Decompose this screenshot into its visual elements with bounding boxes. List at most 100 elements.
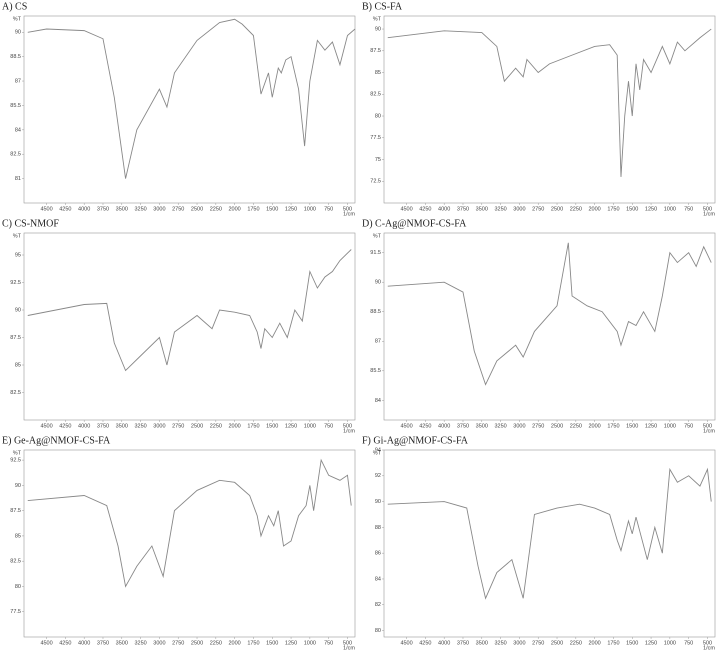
x-tick-label: 2500: [551, 206, 563, 212]
x-tick-label: 1250: [285, 206, 297, 212]
x-tick-label: 750: [684, 423, 693, 429]
x-tick-label: 4250: [419, 206, 431, 212]
y-axis-label: %T: [13, 450, 22, 456]
panel-title: E) Ge-Ag@NMOF-CS-FA: [2, 435, 111, 446]
plot-frame: [383, 449, 716, 638]
spectrum-line: [27, 458, 352, 588]
x-axis-label: 1/cm: [703, 645, 715, 651]
y-tick-label: 82.5: [10, 390, 21, 396]
x-tick-label: 4500: [400, 206, 412, 212]
y-tick-label: 82.5: [370, 92, 381, 98]
x-tick-label: 500: [703, 423, 712, 429]
x-tick-label: 2500: [551, 423, 563, 429]
y-tick-label: 87.5: [10, 335, 21, 341]
x-tick-label: 2000: [589, 423, 601, 429]
x-tick-label: 1750: [607, 423, 619, 429]
x-tick-label: 1750: [247, 423, 259, 429]
y-tick-label: 75: [375, 157, 381, 163]
x-tick-label: 3500: [116, 640, 128, 646]
x-tick-label: 750: [684, 206, 693, 212]
x-tick-label: 1750: [607, 640, 619, 646]
x-tick-label: 3000: [153, 423, 165, 429]
x-tick-label: 3500: [476, 423, 488, 429]
x-tick-label: 3250: [494, 206, 506, 212]
y-tick-label: 92.5: [10, 458, 21, 464]
x-tick-label: 1750: [607, 206, 619, 212]
y-tick-label: 94: [375, 447, 381, 453]
x-tick-label: 2750: [172, 640, 184, 646]
x-axis-label: 1/cm: [703, 211, 715, 217]
x-tick-label: 2750: [172, 206, 184, 212]
y-tick-label: 84: [375, 576, 381, 582]
x-tick-label: 3250: [134, 206, 146, 212]
x-tick-label: 1500: [266, 640, 278, 646]
x-tick-label: 4500: [400, 423, 412, 429]
plot-frame: [383, 232, 716, 421]
spectrum-line: [387, 28, 712, 177]
x-tick-label: 3500: [476, 640, 488, 646]
panel-title: A) CS: [2, 1, 27, 12]
x-tick-label: 1000: [664, 640, 676, 646]
x-tick-label: 500: [703, 640, 712, 646]
y-tick-label: 85: [375, 70, 381, 76]
x-tick-label: 2500: [191, 640, 203, 646]
x-tick-label: 4000: [78, 640, 90, 646]
x-tick-label: 4250: [59, 206, 71, 212]
x-tick-label: 1250: [645, 423, 657, 429]
x-tick-label: 2000: [229, 423, 241, 429]
plot-frame: [383, 15, 716, 204]
y-tick-label: 81: [15, 176, 21, 182]
x-tick-label: 3500: [476, 206, 488, 212]
x-tick-label: 4500: [40, 640, 52, 646]
x-tick-label: 4250: [419, 640, 431, 646]
x-tick-label: 3750: [97, 206, 109, 212]
x-tick-label: 3750: [457, 423, 469, 429]
x-axis-label: 1/cm: [703, 428, 715, 434]
x-tick-label: 3500: [116, 206, 128, 212]
y-tick-label: 91.5: [370, 250, 381, 256]
y-axis-label: %T: [13, 233, 22, 239]
x-tick-label: 1500: [266, 423, 278, 429]
spectrum-line: [387, 467, 712, 600]
plot-frame: [23, 449, 356, 638]
x-tick-label: 2250: [570, 423, 582, 429]
x-tick-label: 1250: [645, 640, 657, 646]
y-tick-label: 92.5: [10, 280, 21, 286]
x-tick-label: 500: [343, 206, 352, 212]
x-tick-label: 2000: [589, 640, 601, 646]
y-tick-label: 82.5: [10, 559, 21, 565]
y-tick-label: 85.5: [10, 103, 21, 109]
x-tick-label: 2500: [191, 206, 203, 212]
x-tick-label: 2250: [570, 206, 582, 212]
x-tick-label: 3000: [153, 640, 165, 646]
x-tick-label: 2750: [532, 206, 544, 212]
y-tick-label: 77.5: [370, 135, 381, 141]
x-tick-label: 1000: [664, 423, 676, 429]
panel-title: B) CS-FA: [362, 1, 403, 12]
x-tick-label: 3000: [513, 423, 525, 429]
plot-frame: [23, 15, 356, 204]
x-tick-label: 4000: [78, 423, 90, 429]
panel-title: F) Gi-Ag@NMOF-CS-FA: [362, 435, 469, 446]
x-tick-label: 1750: [247, 640, 259, 646]
x-tick-label: 2000: [229, 640, 241, 646]
y-tick-label: 87: [15, 78, 21, 84]
x-tick-label: 750: [324, 206, 333, 212]
x-tick-label: 2000: [589, 206, 601, 212]
y-tick-label: 72.5: [370, 179, 381, 185]
x-tick-label: 2750: [532, 423, 544, 429]
x-tick-label: 1500: [626, 206, 638, 212]
x-tick-label: 3000: [513, 206, 525, 212]
x-tick-label: 3750: [97, 640, 109, 646]
spectrum-line: [27, 18, 356, 179]
y-tick-label: 90: [15, 483, 21, 489]
y-tick-label: 92: [375, 473, 381, 479]
x-tick-label: 1000: [304, 640, 316, 646]
x-tick-label: 750: [324, 423, 333, 429]
y-tick-label: 88.5: [370, 309, 381, 315]
y-tick-label: 90: [15, 307, 21, 313]
y-tick-label: 88.5: [10, 54, 21, 60]
y-tick-label: 82: [375, 602, 381, 608]
y-tick-label: 80: [375, 628, 381, 634]
